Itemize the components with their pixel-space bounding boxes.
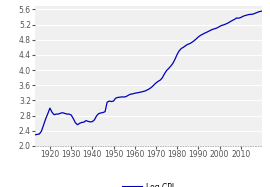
Log CPI xyxy=(140,91,143,93)
Log CPI xyxy=(57,113,60,115)
Line: Log CPI: Log CPI xyxy=(35,11,262,135)
Legend: Log CPI: Log CPI xyxy=(120,180,177,187)
Log CPI xyxy=(260,10,264,12)
Log CPI xyxy=(69,114,73,116)
Log CPI xyxy=(228,21,232,23)
Log CPI xyxy=(214,27,217,30)
Log CPI xyxy=(33,134,37,136)
Log CPI xyxy=(256,11,259,13)
